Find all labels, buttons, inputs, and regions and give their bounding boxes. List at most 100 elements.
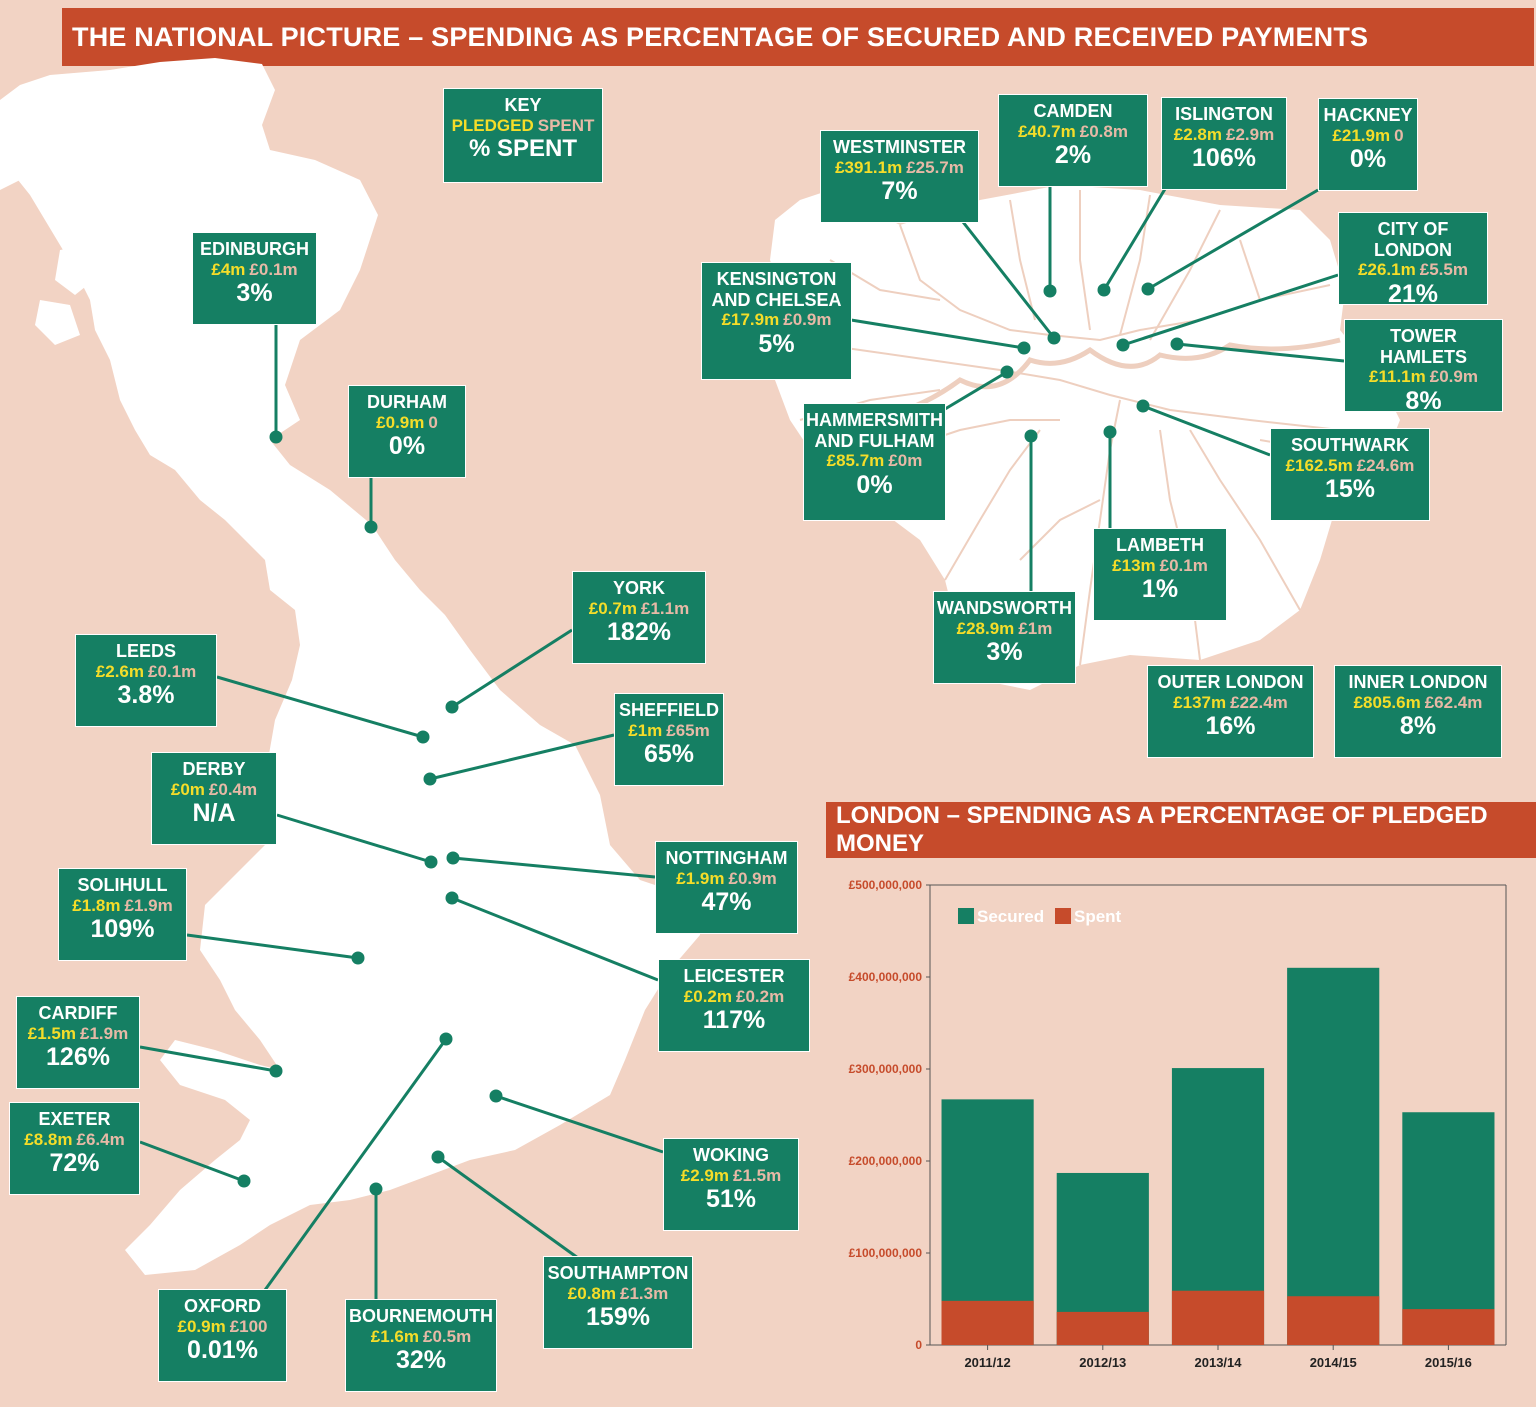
- percent-value: 3%: [236, 279, 273, 308]
- location-box-tower-hamlets: TOWER HAMLETS £11.1m £0.9m 8%: [1344, 319, 1503, 415]
- y-tick-label: £500,000,000: [849, 878, 923, 892]
- location-name: EXETER: [38, 1109, 111, 1129]
- pledged-value: £1m: [628, 720, 663, 740]
- pledged-value: £1.6m: [370, 1326, 419, 1346]
- spent-value: £0.9m: [783, 310, 832, 330]
- gb-landmass: [0, 58, 700, 1275]
- island: [35, 300, 80, 345]
- western-isles: [0, 105, 50, 190]
- spent-value: £62.4m: [1424, 692, 1483, 712]
- y-tick-label: £200,000,000: [849, 1154, 923, 1168]
- location-name: HAMMERSMITH AND FULHAM: [806, 410, 943, 451]
- location-name: HACKNEY: [1323, 105, 1413, 125]
- location-box-inner-london: INNER LONDON £805.6m £62.4m 8%: [1334, 665, 1502, 758]
- location-name: SOUTHAMPTON: [547, 1263, 689, 1283]
- location-box-woking: WOKING £2.9m £1.5m 51%: [663, 1138, 799, 1231]
- location-box-durham: DURHAM £0.9m 0 0%: [348, 385, 466, 478]
- percent-value: 109%: [90, 915, 155, 944]
- pledged-value: £1.5m: [27, 1023, 76, 1043]
- key-title: KEY: [504, 95, 542, 115]
- location-box-outer-london: OUTER LONDON £137m £22.4m 16%: [1147, 665, 1314, 758]
- percent-value: 182%: [607, 618, 671, 647]
- percent-value: 0.01%: [187, 1336, 258, 1365]
- location-name: WANDSWORTH: [937, 598, 1072, 618]
- pledged-value: £2.8m: [1173, 124, 1222, 144]
- location-box-derby: DERBY £0m £0.4m N/A: [151, 752, 277, 845]
- location-name: CITY OF LONDON: [1374, 219, 1452, 260]
- percent-value: 126%: [46, 1043, 110, 1072]
- percent-value: 0%: [1349, 145, 1387, 174]
- percent-value: 159%: [586, 1303, 650, 1332]
- thames-river: [869, 337, 1341, 423]
- location-box-nottingham: NOTTINGHAM £1.9m £0.9m 47%: [655, 841, 798, 934]
- map-key: KEY PLEDGED SPENT % SPENT: [443, 88, 603, 183]
- pledged-value: £40.7m: [1018, 121, 1076, 141]
- spent-value: £5.5m: [1419, 260, 1468, 280]
- location-name: CARDIFF: [38, 1003, 118, 1023]
- spent-value: £0.1m: [148, 661, 197, 681]
- location-name: NOTTINGHAM: [665, 848, 788, 868]
- y-tick-label: 0: [915, 1338, 922, 1352]
- pledged-value: £13m: [1112, 555, 1156, 575]
- percent-value: 32%: [395, 1346, 447, 1375]
- percent-value: 72%: [49, 1149, 100, 1178]
- y-tick-label: £400,000,000: [849, 970, 923, 984]
- pledged-value: £2.9m: [680, 1165, 729, 1185]
- spent-value: £6.4m: [76, 1129, 125, 1149]
- y-tick-label: £300,000,000: [849, 1062, 923, 1076]
- pledged-value: £1.9m: [676, 868, 725, 888]
- x-tick-label: 2014/15: [1310, 1355, 1357, 1370]
- spent-value: £0.8m: [1079, 121, 1128, 141]
- key-pledged-label: PLEDGED: [451, 115, 534, 135]
- bar-spent-2013-14: [1171, 1290, 1265, 1345]
- location-box-cardiff: CARDIFF £1.5m £1.9m 126%: [16, 996, 140, 1089]
- pledged-value: £4m: [211, 259, 246, 279]
- location-name: OUTER LONDON: [1157, 672, 1304, 692]
- spent-value: £1m: [1018, 618, 1053, 638]
- location-box-oxford: OXFORD £0.9m £100 0.01%: [158, 1289, 287, 1382]
- location-name: WESTMINSTER: [833, 137, 966, 157]
- pledged-value: £1.8m: [72, 895, 121, 915]
- location-name: SHEFFIELD: [618, 700, 719, 720]
- location-box-exeter: EXETER £8.8m £6.4m 72%: [9, 1102, 140, 1195]
- pledged-value: £0.8m: [567, 1283, 616, 1303]
- london-outline: [770, 185, 1400, 690]
- location-name: TOWER HAMLETS: [1380, 326, 1467, 367]
- bar-secured-2014-15: [1287, 967, 1380, 1345]
- spent-value: £2.9m: [1226, 124, 1275, 144]
- spent-value: £0m: [888, 451, 923, 471]
- pledged-value: £805.6m: [1353, 692, 1421, 712]
- bar-spent-2014-15: [1287, 1296, 1380, 1345]
- percent-value: 3%: [986, 638, 1023, 667]
- spent-value: £1.9m: [124, 895, 173, 915]
- location-box-bournemouth: BOURNEMOUTH £1.6m £0.5m 32%: [345, 1299, 497, 1392]
- location-box-edinburgh: EDINBURGH £4m £0.1m 3%: [192, 232, 317, 325]
- location-box-camden: CAMDEN £40.7m £0.8m 2%: [998, 94, 1148, 187]
- pledged-value: £391.1m: [835, 157, 903, 177]
- location-name: SOLIHULL: [77, 875, 168, 895]
- location-name: SOUTHWARK: [1291, 435, 1409, 455]
- percent-value: 106%: [1192, 144, 1256, 173]
- percent-value: 5%: [758, 329, 795, 358]
- pledged-value: £137m: [1173, 692, 1227, 712]
- x-tick-label: 2015/16: [1425, 1355, 1472, 1370]
- chart-title: LONDON – SPENDING AS A PERCENTAGE OF PLE…: [826, 802, 1536, 858]
- percent-value: 117%: [702, 1006, 766, 1035]
- percent-value: 7%: [881, 177, 918, 206]
- key-percent-label: % SPENT: [468, 135, 578, 163]
- spent-value: £25.7m: [906, 157, 964, 177]
- location-name: DURHAM: [367, 392, 447, 412]
- spent-value: £65m: [666, 720, 710, 740]
- pledged-value: £0.2m: [683, 986, 732, 1006]
- x-tick-label: 2011/12: [964, 1355, 1010, 1370]
- location-name: YORK: [612, 578, 665, 598]
- spent-value: £0.9m: [1429, 367, 1478, 387]
- spent-value: £24.6m: [1356, 455, 1415, 475]
- page-title: THE NATIONAL PICTURE – SPENDING AS PERCE…: [62, 8, 1534, 66]
- location-box-sheffield: SHEFFIELD £1m £65m 65%: [614, 693, 724, 786]
- pledged-value: £0.9m: [177, 1316, 226, 1336]
- percent-value: 21%: [1387, 279, 1439, 308]
- pledged-value: £11.1m: [1369, 367, 1426, 387]
- x-tick-label: 2013/14: [1195, 1355, 1243, 1370]
- bar-spent-2011-12: [941, 1300, 1034, 1345]
